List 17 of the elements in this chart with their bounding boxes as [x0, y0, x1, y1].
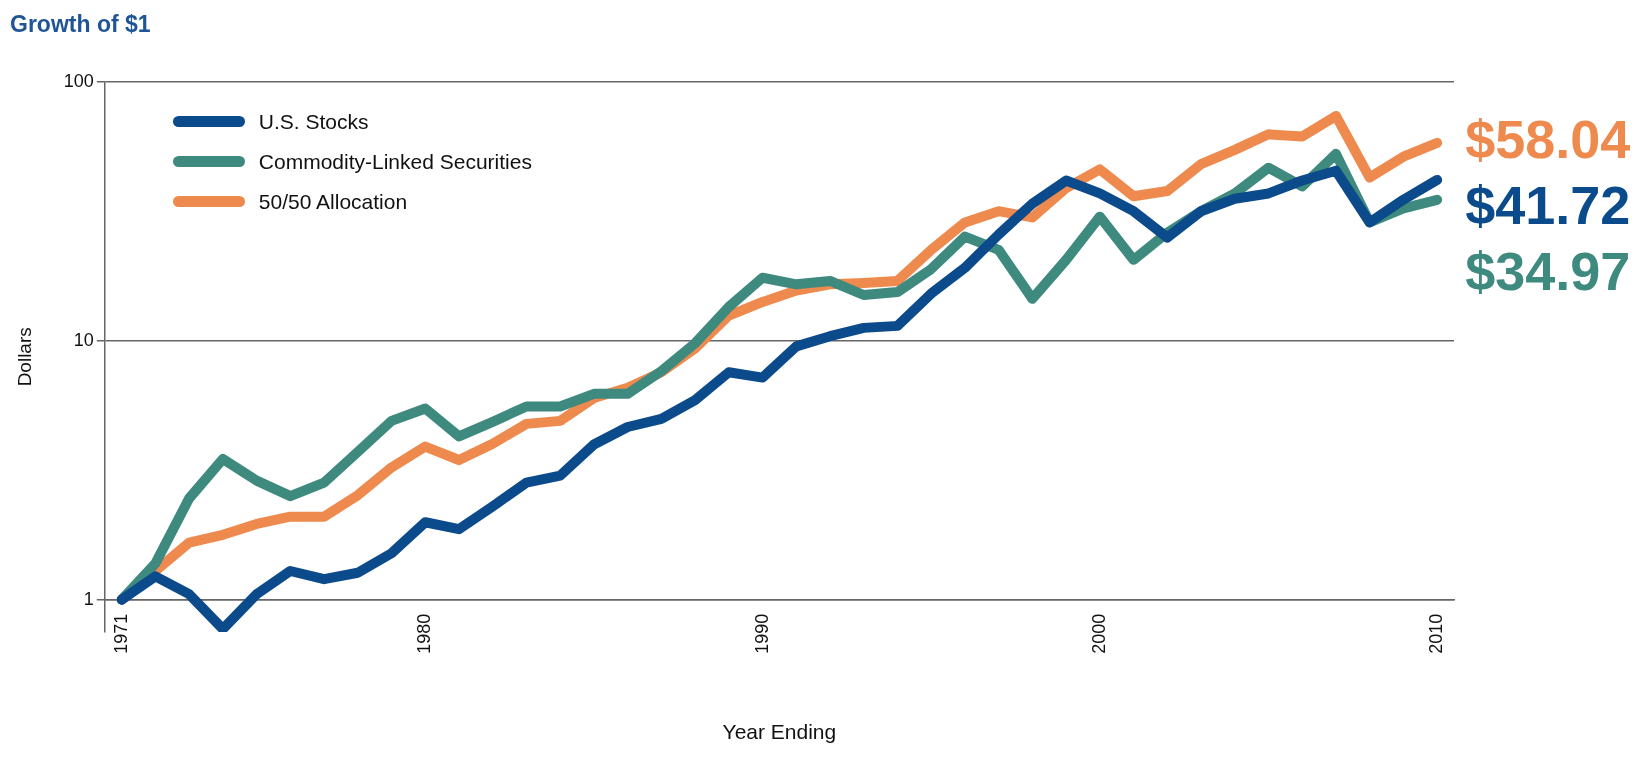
- legend-label: U.S. Stocks: [258, 109, 369, 134]
- y-tick-label: 100: [63, 70, 94, 91]
- x-axis-title: Year Ending: [722, 720, 837, 744]
- y-tick-label: 10: [73, 329, 94, 350]
- x-tick-label: 2000: [1088, 613, 1109, 654]
- data-label: $58.04: [1465, 108, 1631, 169]
- y-axis-title: Dollars: [13, 327, 35, 387]
- x-tick-label: 1990: [751, 613, 772, 654]
- chart-title: Growth of $1: [10, 11, 151, 38]
- y-tick-label: 1: [83, 588, 94, 609]
- data-label: $41.72: [1465, 174, 1631, 235]
- x-tick-label: 1971: [110, 613, 131, 654]
- legend-label: Commodity-Linked Securities: [258, 149, 532, 174]
- x-tick-label: 1980: [414, 613, 435, 654]
- x-tick-label: 2010: [1426, 613, 1447, 654]
- data-label: $34.97: [1465, 240, 1631, 301]
- legend-label: 50/50 Allocation: [258, 189, 408, 214]
